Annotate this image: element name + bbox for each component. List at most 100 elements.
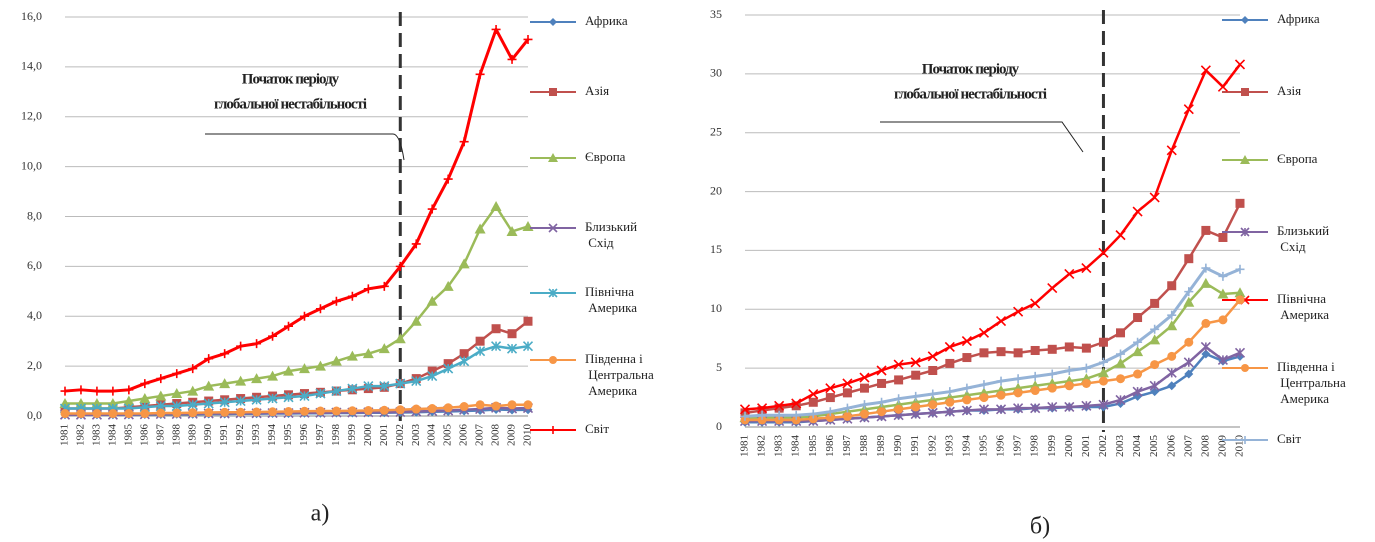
- x-tick-label: 1998: [1029, 435, 1041, 458]
- legend-label-line: Південна і: [1277, 359, 1335, 374]
- data-point: [859, 372, 870, 383]
- data-point: [1115, 357, 1127, 368]
- data-point: [475, 69, 485, 79]
- data-point: [1149, 334, 1161, 345]
- data-point: [842, 378, 853, 389]
- data-point: [1013, 388, 1023, 398]
- y-tick-label: 8,0: [27, 208, 42, 222]
- data-point: [427, 404, 437, 414]
- data-point: [910, 357, 921, 368]
- data-point: [140, 379, 150, 389]
- data-point: [315, 406, 325, 416]
- data-point: [945, 358, 955, 368]
- legend-label-line: Центральна: [1277, 375, 1346, 390]
- data-point: [1047, 401, 1058, 413]
- data-point: [1133, 369, 1143, 379]
- data-point: [928, 365, 938, 375]
- data-point: [1132, 386, 1143, 397]
- legend-label-line: Південна і: [585, 351, 643, 366]
- data-point: [108, 409, 118, 419]
- data-point: [1064, 268, 1075, 280]
- x-tick-label: 1992: [926, 435, 938, 457]
- data-point: [155, 390, 167, 401]
- x-tick-label: 1999: [346, 424, 358, 447]
- data-point: [1183, 104, 1194, 115]
- data-point: [378, 343, 390, 354]
- legend-label: Близький Схід: [585, 219, 637, 250]
- x-tick-label: 1988: [170, 424, 182, 447]
- data-point: [298, 363, 310, 374]
- legend-label-line: Африка: [1277, 11, 1320, 26]
- x-tick-label: 2009: [1216, 435, 1228, 458]
- legend-marker: [548, 153, 558, 162]
- data-point: [859, 383, 869, 393]
- legend-label-line: Схід: [585, 235, 614, 250]
- data-point: [314, 360, 326, 371]
- legend-label-line: Африка: [585, 13, 628, 28]
- x-tick-label: 1996: [298, 424, 310, 447]
- data-point: [235, 375, 247, 386]
- data-point: [284, 321, 294, 331]
- data-point: [877, 407, 887, 417]
- data-point: [522, 341, 534, 352]
- data-point: [757, 410, 767, 420]
- data-point: [808, 414, 818, 424]
- data-point: [1150, 387, 1160, 397]
- legend-label-line: Європа: [1277, 151, 1318, 166]
- data-point: [1184, 369, 1194, 379]
- data-point: [995, 404, 1007, 415]
- y-tick-label: 30: [710, 66, 722, 80]
- data-point: [1064, 381, 1074, 391]
- data-point: [995, 315, 1007, 327]
- data-point: [979, 348, 989, 358]
- data-point: [1115, 230, 1126, 241]
- x-tick-label: 2004: [1131, 435, 1143, 458]
- data-point: [252, 407, 262, 417]
- data-point: [459, 137, 469, 147]
- data-point: [739, 404, 751, 415]
- x-tick-label: 2010: [1234, 435, 1246, 458]
- data-point: [825, 393, 835, 403]
- data-point: [299, 406, 309, 416]
- data-point: [774, 403, 784, 413]
- data-point: [506, 225, 518, 236]
- x-tick-label: 1987: [841, 435, 853, 458]
- y-tick-label: 6,0: [27, 258, 42, 272]
- data-point: [877, 397, 887, 407]
- data-point: [523, 34, 533, 44]
- data-point: [842, 403, 852, 413]
- x-tick-label: 1995: [977, 435, 989, 458]
- data-point: [443, 359, 453, 369]
- legend-label-line: Європа: [585, 149, 626, 164]
- data-point: [945, 387, 955, 397]
- data-point: [1218, 315, 1228, 325]
- data-point: [1201, 318, 1211, 328]
- data-point: [315, 304, 325, 314]
- legend-label-line: Світ: [1277, 431, 1301, 446]
- y-tick-label: 0,0: [27, 408, 42, 422]
- data-point: [60, 409, 70, 419]
- x-tick-label: 2005: [442, 424, 454, 447]
- series-line: [65, 205, 529, 405]
- legend-label-line: Америка: [1277, 307, 1329, 322]
- data-point: [1184, 254, 1194, 264]
- legend-label-line: Північна: [1277, 291, 1326, 306]
- data-point: [268, 331, 278, 341]
- data-point: [491, 401, 501, 411]
- data-point: [1081, 363, 1091, 373]
- x-tick-label: 1984: [790, 435, 802, 458]
- legend-label: Азія: [1277, 83, 1301, 98]
- x-tick-label: 1984: [106, 424, 118, 447]
- legend-label-line: Схід: [1277, 239, 1306, 254]
- x-tick-label: 1993: [250, 424, 262, 447]
- data-point: [1030, 298, 1041, 309]
- x-tick-label: 1988: [858, 435, 870, 458]
- data-point: [346, 350, 358, 361]
- y-tick-label: 5: [716, 360, 722, 374]
- data-point: [443, 363, 454, 374]
- data-point: [911, 391, 921, 401]
- data-point: [236, 341, 246, 351]
- data-point: [978, 404, 990, 415]
- data-point: [842, 388, 852, 398]
- data-point: [442, 280, 454, 291]
